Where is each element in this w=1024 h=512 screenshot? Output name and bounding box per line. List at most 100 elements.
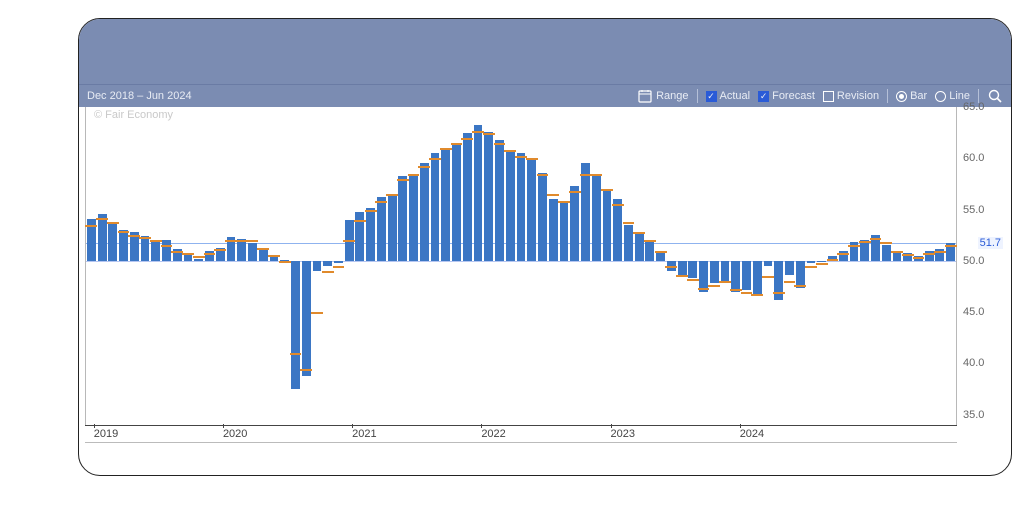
toolbar-separator — [887, 89, 888, 103]
forecast-marker — [204, 253, 216, 255]
range-button-label: Range — [656, 90, 688, 102]
toggle-actual-label: Actual — [720, 90, 751, 102]
bar — [570, 186, 579, 261]
forecast-marker — [311, 312, 323, 314]
bar — [807, 261, 816, 263]
forecast-marker — [848, 245, 860, 247]
forecast-marker — [601, 189, 613, 191]
bar — [441, 148, 450, 261]
forecast-marker — [107, 222, 119, 224]
forecast-marker — [429, 158, 441, 160]
bar — [581, 163, 590, 260]
bar — [688, 261, 697, 278]
bar — [108, 223, 117, 261]
bar — [731, 261, 740, 292]
forecast-marker — [408, 174, 420, 176]
forecast-marker — [655, 251, 667, 253]
toggle-revision[interactable]: Revision — [823, 90, 879, 102]
forecast-marker — [451, 143, 463, 145]
view-bar-radio[interactable]: Bar — [896, 90, 927, 102]
forecast-marker — [333, 266, 345, 268]
chart-area: © Fair Economy 51.7 35.040.045.050.055.0… — [85, 107, 1005, 465]
forecast-marker — [504, 150, 516, 152]
bar — [452, 143, 461, 261]
x-tick-label: 2023 — [611, 428, 635, 440]
toggle-actual[interactable]: ✓ Actual — [706, 90, 751, 102]
forecast-marker — [85, 225, 97, 227]
x-axis: 201920202021202220232024 — [85, 425, 957, 465]
forecast-marker — [623, 222, 635, 224]
forecast-marker — [139, 237, 151, 239]
forecast-marker — [322, 271, 334, 273]
bar — [409, 174, 418, 261]
forecast-marker — [182, 253, 194, 255]
bar — [635, 232, 644, 261]
radio-off-icon — [935, 91, 946, 102]
bar — [398, 176, 407, 261]
forecast-marker — [494, 143, 506, 145]
forecast-marker — [558, 201, 570, 203]
checkbox-checked-icon: ✓ — [758, 91, 769, 102]
forecast-marker — [279, 261, 291, 263]
forecast-marker — [193, 256, 205, 258]
bar — [796, 261, 805, 288]
bar — [420, 163, 429, 260]
forecast-marker — [827, 259, 839, 261]
forecast-marker — [945, 245, 957, 247]
bar — [302, 261, 311, 376]
bar — [377, 197, 386, 261]
range-button[interactable]: Range — [637, 88, 688, 104]
bar — [678, 261, 687, 276]
radio-on-icon — [896, 91, 907, 102]
forecast-marker — [365, 210, 377, 212]
bar — [603, 189, 612, 261]
bar — [323, 261, 332, 266]
x-tick-label: 2024 — [740, 428, 764, 440]
forecast-marker — [708, 285, 720, 287]
forecast-marker — [923, 253, 935, 255]
x-tick-label: 2019 — [94, 428, 118, 440]
plot-region[interactable]: © Fair Economy — [85, 107, 957, 425]
bar — [560, 202, 569, 260]
bar — [313, 261, 322, 271]
toggle-forecast-label: Forecast — [772, 90, 815, 102]
bar — [119, 230, 128, 261]
forecast-marker — [891, 251, 903, 253]
zoom-button[interactable] — [987, 88, 1003, 104]
forecast-marker — [880, 242, 892, 244]
forecast-marker — [612, 204, 624, 206]
date-range-label: Dec 2018 – Jun 2024 — [87, 90, 192, 102]
bar — [742, 261, 751, 290]
bar — [882, 245, 891, 260]
toggle-forecast[interactable]: ✓ Forecast — [758, 90, 815, 102]
card-header-spacer — [79, 19, 1011, 85]
checkbox-unchecked-icon — [823, 91, 834, 102]
forecast-marker — [762, 276, 774, 278]
forecast-marker — [784, 281, 796, 283]
forecast-marker — [268, 255, 280, 257]
forecast-marker — [354, 220, 366, 222]
forecast-marker — [96, 218, 108, 220]
forecast-marker — [676, 275, 688, 277]
bar — [785, 261, 794, 275]
bar — [860, 240, 869, 261]
forecast-marker — [816, 263, 828, 265]
forecast-marker — [386, 194, 398, 196]
magnifier-icon — [987, 88, 1003, 104]
forecast-marker — [161, 245, 173, 247]
bar — [463, 133, 472, 261]
forecast-marker — [719, 281, 731, 283]
forecast-marker — [698, 288, 710, 290]
forecast-marker — [300, 369, 312, 371]
forecast-marker — [526, 158, 538, 160]
forecast-marker — [483, 133, 495, 135]
bar — [388, 194, 397, 261]
forecast-marker — [665, 266, 677, 268]
bar — [366, 208, 375, 261]
bar — [517, 153, 526, 261]
bar — [549, 199, 558, 261]
forecast-marker — [418, 166, 430, 168]
forecast-marker — [537, 174, 549, 176]
forecast-marker — [290, 353, 302, 355]
bar — [141, 236, 150, 261]
